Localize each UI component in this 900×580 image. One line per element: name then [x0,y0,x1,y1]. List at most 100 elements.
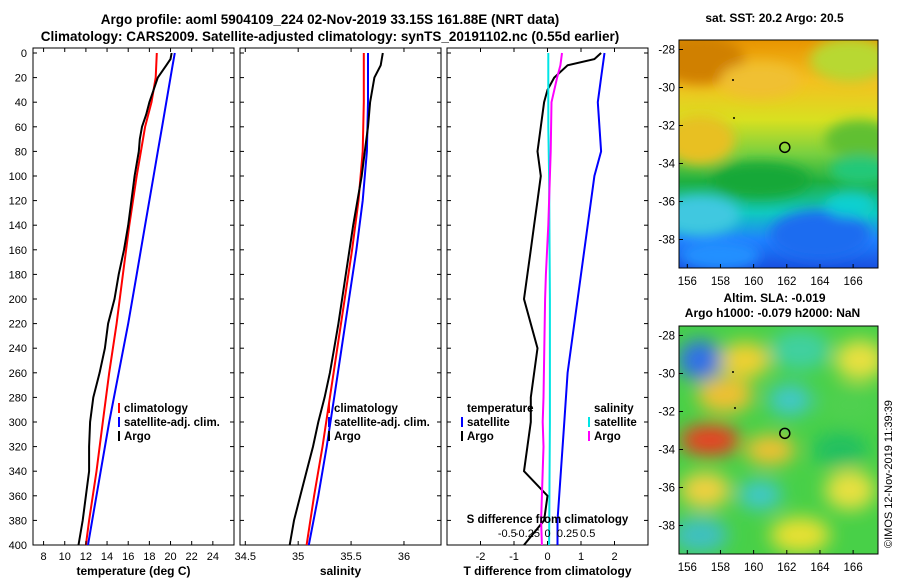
series-line-sdiff-satellite [547,53,551,546]
map-y-tick-label: -30 [658,369,675,381]
depth-tick-label: 100 [9,171,27,183]
x-tick-label: 18 [143,551,155,563]
x-tick-label: 36 [398,551,410,563]
sla-map-image [679,326,878,554]
series-line-temperature-2 [77,52,173,546]
x-tick-label: 20 [164,551,176,563]
plot-frame-1 [32,47,235,546]
series-line-temperature-1 [87,52,176,546]
series-line-tdiff-argo [522,52,602,546]
depth-tick-label: 40 [15,97,27,109]
s-tick-label: -0.5 [498,528,517,540]
series-line-salinity-2 [288,52,384,546]
depth-tick-label: 320 [9,442,27,454]
s-tick-label: -0.25 [515,528,540,540]
x-tick-label: 35.5 [340,551,361,563]
sla_map-argo-marker [779,427,791,440]
depth-tick-label: 200 [9,294,27,306]
diff-legend-label: Argo [594,431,621,443]
salinity-legend-label: climatology [334,403,399,415]
x-tick-label: -1 [509,551,519,563]
x-tick-label: 10 [59,551,71,563]
x-tick-label: 0 [544,551,550,563]
sla_map-title: Altim. SLA: -0.019 [723,291,825,305]
salinity-legend-label: satellite-adj. clim. [334,417,430,429]
map-x-tick-label: 162 [777,276,796,288]
map-x-tick-label: 158 [711,276,730,288]
map-x-tick-label: 164 [810,562,830,574]
temperature-legend-label: climatology [124,403,189,415]
x-tick-label: 24 [207,551,219,563]
depth-tick-label: 340 [9,466,27,478]
x-tick-label: 22 [186,551,198,563]
map-y-tick-label: -28 [658,45,675,57]
depth-tick-label: 20 [15,73,27,85]
temperature-legend-label: Argo [124,431,151,443]
map-y-tick-label: -34 [658,159,675,171]
map-y-tick-label: -32 [658,121,675,133]
depth-tick-label: 400 [9,540,27,552]
map-y-tick-label: -28 [658,331,675,343]
figure-title-line2: Climatology: CARS2009. Satellite-adjuste… [40,29,620,44]
depth-tick-label: 360 [9,491,27,503]
x-tick-label: 12 [80,551,92,563]
map-y-tick-label: -36 [658,197,675,209]
map-x-tick-label: 160 [744,562,763,574]
sla_map-subtitle: Argo h1000: -0.079 h2000: NaN [685,306,860,320]
diff-legend-label: Argo [467,431,494,443]
plot-frame-2 [239,47,442,546]
map-x-tick-label: 164 [810,276,830,288]
x-tick-label: 14 [101,551,113,563]
x-tick-label: 34.5 [235,551,256,563]
coast-dots [732,79,736,409]
x-tick-label: 1 [578,551,584,563]
map-y-tick-label: -38 [658,235,675,247]
depth-tick-label: 380 [9,515,27,527]
s-tick-label: 0 [544,528,550,540]
x-tick-label: 8 [41,551,47,563]
map-x-tick-label: 160 [744,276,763,288]
x-tick-label: 16 [122,551,134,563]
depth-tick-label: 220 [9,319,27,331]
map-x-tick-label: 156 [678,276,697,288]
salinity-legend-label: Argo [334,431,361,443]
map-x-tick-label: 166 [844,276,863,288]
series-line-temperature-0 [84,52,158,546]
map-x-tick-label: 162 [777,562,796,574]
sst_map-title: sat. SST: 20.2 Argo: 20.5 [705,11,844,25]
temperature-legend-label: satellite-adj. clim. [124,417,220,429]
map-x-tick-label: 158 [711,562,730,574]
depth-tick-label: 140 [9,220,27,232]
depth-tick-label: 120 [9,196,27,208]
depth-tick-label: 80 [15,146,27,158]
sla_map-frame [678,325,879,555]
series-line-tdiff-satellite [556,52,606,545]
depth-tick-label: 260 [9,368,27,380]
map-x-tick-label: 156 [678,562,697,574]
s-tick-label: 0.25 [557,528,578,540]
s-tick-label: 0.5 [580,528,595,540]
figure-title-line1: Argo profile: aoml 5904109_224 02-Nov-20… [100,12,560,27]
depth-tick-label: 160 [9,245,27,257]
sst-map-image [679,40,878,268]
depth-tick-label: 280 [9,392,27,404]
map-y-tick-label: -38 [658,521,675,533]
map-y-tick-label: -34 [658,445,675,457]
depth-tick-label: 180 [9,269,27,281]
map-x-tick-label: 166 [844,562,863,574]
map-y-tick-label: -32 [658,407,675,419]
map-y-tick-label: -36 [658,483,675,495]
x-tick-label: 35 [292,551,304,563]
map-y-tick-label: -30 [658,83,675,95]
temperature-xlabel: temperature (deg C) [76,564,190,578]
x-tick-label: -2 [476,551,486,563]
x-tick-label: 2 [611,551,617,563]
salinity-xlabel: salinity [320,564,362,578]
diff-legend-label: satellite [594,417,637,429]
diff-legend-heading-salinity: salinity [594,403,634,415]
diff-legend-heading-temperature: temperature [467,403,533,415]
credit-text: ©IMOS 12-Nov-2019 11:39:39 [883,400,895,548]
depth-tick-label: 300 [9,417,27,429]
sst_map-frame [678,39,879,269]
